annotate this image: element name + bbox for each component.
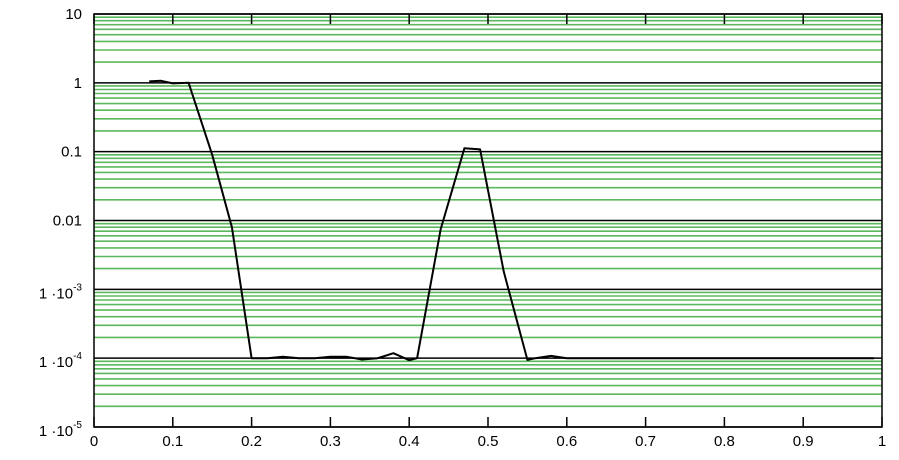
y-tick-label: 1	[74, 75, 82, 92]
x-tick-label: 0.2	[241, 433, 262, 450]
x-tick-label: 0.7	[635, 433, 656, 450]
x-tick-label: 0.9	[793, 433, 814, 450]
series-line	[149, 79, 875, 362]
y-tick-label: 0.01	[53, 213, 82, 230]
y-tick-label: 1 ·10-4	[39, 351, 83, 371]
minor-gridlines	[94, 16, 882, 408]
x-tick-label: 0.4	[399, 433, 420, 450]
x-tick-label: 1	[878, 433, 886, 450]
y-tick-label: 0.1	[61, 144, 82, 161]
x-tick-label: 0.5	[478, 433, 499, 450]
x-tick-label: 0	[90, 433, 98, 450]
x-tick-labels: 0 0.1 0.2 0.3 0.4 0.5 0.6 0.7 0.8 0.9 1	[90, 433, 886, 450]
plot-frame	[93, 13, 883, 428]
y-tick-label: 1 ·10-3	[39, 282, 83, 302]
y-tick-label: 1 ·10-5	[39, 420, 83, 440]
x-tick-label: 0.3	[320, 433, 341, 450]
x-tick-label: 0.1	[162, 433, 183, 450]
y-tick-label: 10	[65, 6, 82, 23]
x-tick-label: 0.8	[714, 433, 735, 450]
y-tick-labels: 10 1 0.1 0.01 1 ·10-3 1 ·10-4 1 ·10-5	[39, 6, 83, 440]
x-tick-label: 0.6	[556, 433, 577, 450]
